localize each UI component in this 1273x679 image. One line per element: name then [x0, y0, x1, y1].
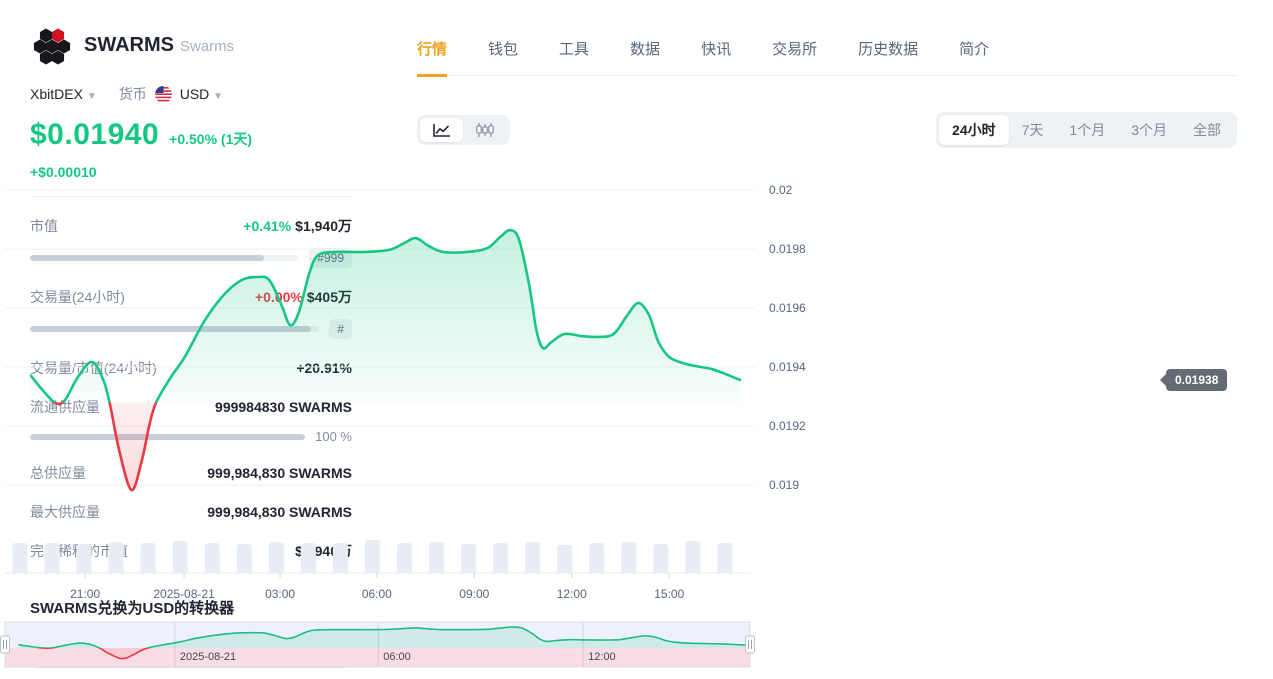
currency-label: 货币 [118, 86, 147, 102]
price-line-up [29, 228, 742, 403]
line-chart-button[interactable] [420, 118, 463, 142]
coin-subtitle: Swarms [180, 37, 235, 55]
svg-text:12:00: 12:00 [588, 651, 616, 663]
svg-text:03:00: 03:00 [265, 587, 295, 601]
currency-selector[interactable]: USD ▼ [179, 86, 224, 102]
progress-bar [30, 433, 306, 440]
watermark-fragment [1078, 613, 1168, 627]
coin-title: SWARMS Swarms [84, 34, 234, 57]
svg-text:15:00: 15:00 [654, 587, 684, 601]
price-change-percent: +0.50% (1天) [169, 131, 253, 147]
svg-text:2025-08-21: 2025-08-21 [153, 587, 215, 601]
section-tabs: 行情 钱包 工具 数据 快讯 交易所 历史数据 简介 [417, 0, 1237, 77]
us-flag-icon [154, 85, 172, 103]
stat-row-max-supply: 最大供应量 999,984,830 SWARMS [30, 502, 352, 522]
price-change-absolute: +$0.00010 [30, 164, 97, 180]
navigator-handle-right[interactable] [745, 635, 755, 654]
stat-label: 流通供应量 [30, 399, 100, 415]
range-navigator[interactable]: 2025-08-21 06:00 12:00 [0, 621, 755, 668]
range-7d-button[interactable]: 7天 [1009, 115, 1057, 145]
tab-data[interactable]: 数据 [630, 41, 661, 58]
chevron-down-icon: ▼ [213, 91, 224, 102]
tab-tools[interactable]: 工具 [559, 41, 590, 58]
chart-type-toggle [417, 115, 510, 145]
range-24h-button[interactable]: 24小时 [939, 115, 1009, 145]
stat-row-circulating-supply: 流通供应量 999984830 SWARMS 100 % [30, 397, 352, 444]
svg-text:2025-08-21: 2025-08-21 [180, 651, 236, 663]
tab-about[interactable]: 简介 [959, 41, 990, 58]
stat-value: 999,984,830 SWARMS [207, 465, 352, 481]
stat-value: 999,984,830 SWARMS [207, 504, 352, 520]
svg-text:0.02: 0.02 [769, 183, 793, 197]
svg-text:0.019: 0.019 [769, 478, 799, 492]
coin-logo-icon [33, 28, 71, 65]
svg-text:06:00: 06:00 [362, 587, 392, 601]
tab-historical-data[interactable]: 历史数据 [858, 41, 919, 58]
svg-text:0.0192: 0.0192 [769, 419, 806, 433]
time-range-selector: 24小时 7天 1个月 3个月 全部 [936, 112, 1237, 148]
chart-toolbar: 24小时 7天 1个月 3个月 全部 [417, 112, 1237, 148]
volume-bars [12, 540, 733, 573]
chevron-down-icon: ▼ [86, 91, 97, 102]
stat-label: 最大供应量 [30, 504, 100, 520]
stat-label: 交易量(24小时) [30, 289, 125, 305]
tab-news[interactable]: 快讯 [701, 41, 732, 58]
line-chart-icon [433, 123, 450, 137]
coin-name: SWARMS [84, 33, 174, 56]
candlestick-chart-button[interactable] [463, 118, 507, 142]
tab-exchanges[interactable]: 交易所 [772, 41, 818, 58]
price-chart[interactable]: 0.02 0.0198 0.0196 0.0194 0.0192 0.019 21:00 20… [0, 170, 856, 679]
candlestick-icon [476, 123, 494, 137]
stat-label: 总供应量 [30, 465, 86, 481]
svg-text:06:00: 06:00 [383, 651, 411, 663]
stat-label: 市值 [30, 218, 58, 234]
svg-text:09:00: 09:00 [459, 587, 489, 601]
dex-selector[interactable]: XbitDEX ▼ [30, 86, 97, 102]
svg-text:0.0196: 0.0196 [769, 301, 806, 315]
watermark-text: www.itn [1086, 629, 1204, 661]
svg-text:0.0194: 0.0194 [769, 360, 806, 374]
price-block: $0.01940 +0.50% (1天) [30, 118, 352, 152]
area-fill-up [30, 230, 740, 403]
tab-quotes[interactable]: 行情 [417, 38, 448, 77]
progress-bar [30, 255, 300, 261]
stat-value: 999984830 SWARMS [215, 399, 352, 415]
svg-text:0.0198: 0.0198 [769, 242, 806, 256]
supply-percent: 100 % [315, 429, 352, 444]
x-axis-labels: 21:00 2025-08-21 03:00 06:00 09:00 12:00 15:00 [70, 573, 685, 601]
main-column: 行情 钱包 工具 数据 快讯 交易所 历史数据 简介 [417, 0, 1237, 148]
svg-text:21:00: 21:00 [70, 587, 100, 601]
price-line-down [52, 402, 158, 492]
current-price-tag: 0.01938 [1159, 368, 1228, 391]
stat-row-total-supply: 总供应量 999,984,830 SWARMS [30, 463, 352, 483]
range-3m-button[interactable]: 3个月 [1118, 115, 1180, 145]
stat-value: +0.41% $1,940万 [243, 218, 352, 234]
range-1m-button[interactable]: 1个月 [1056, 115, 1118, 145]
range-all-button[interactable]: 全部 [1180, 115, 1234, 145]
converter-title: SWARMS兑换为USD的转换器 [30, 600, 235, 617]
market-selectors: XbitDEX ▼ 货币 USD ▼ [30, 84, 352, 104]
divider [30, 196, 352, 197]
navigator-handle-left[interactable] [0, 635, 10, 654]
progress-bar [30, 326, 320, 332]
coin-header: SWARMS Swarms [30, 22, 352, 68]
svg-text:12:00: 12:00 [557, 587, 587, 601]
current-price: $0.01940 [30, 118, 160, 151]
tab-wallet[interactable]: 钱包 [488, 41, 519, 58]
